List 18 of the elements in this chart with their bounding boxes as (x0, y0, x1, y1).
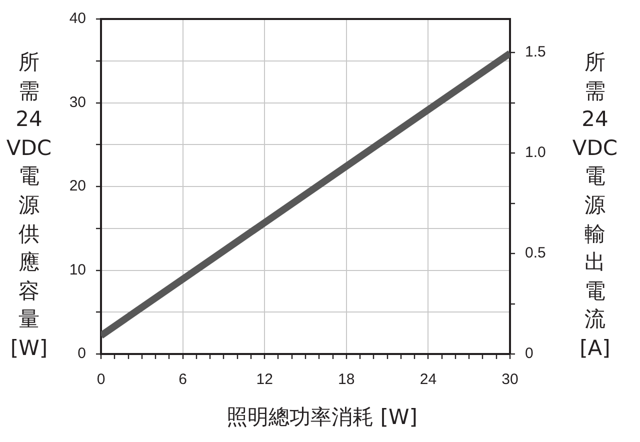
x-tick-label: 30 (502, 371, 518, 388)
text: 所需24VDC電源輸出電流[A] (572, 50, 618, 360)
y2-tick-label: 1.0 (525, 144, 546, 162)
y-tick-label: 30 (69, 94, 86, 111)
x-tick-label: 6 (178, 371, 187, 388)
x-tick-label: 24 (420, 371, 437, 388)
y2-tick-label: 1.5 (525, 44, 546, 61)
x-tick-label: 18 (338, 371, 355, 388)
y-tick-label: 0 (78, 345, 86, 362)
y2-tick-label: 0 (525, 345, 534, 362)
x-tick-label: 12 (256, 371, 273, 388)
y-tick-label: 10 (69, 261, 86, 278)
text: 所需24VDC電源供應容量[W] (6, 50, 52, 360)
y-tick-label: 40 (69, 10, 86, 28)
x-axis-title: 照明總功率消耗 [W] (226, 404, 418, 431)
x-tick-label: 0 (96, 371, 106, 388)
y2-tick-label: 0.5 (525, 244, 546, 262)
y-tick-label: 20 (69, 178, 86, 195)
